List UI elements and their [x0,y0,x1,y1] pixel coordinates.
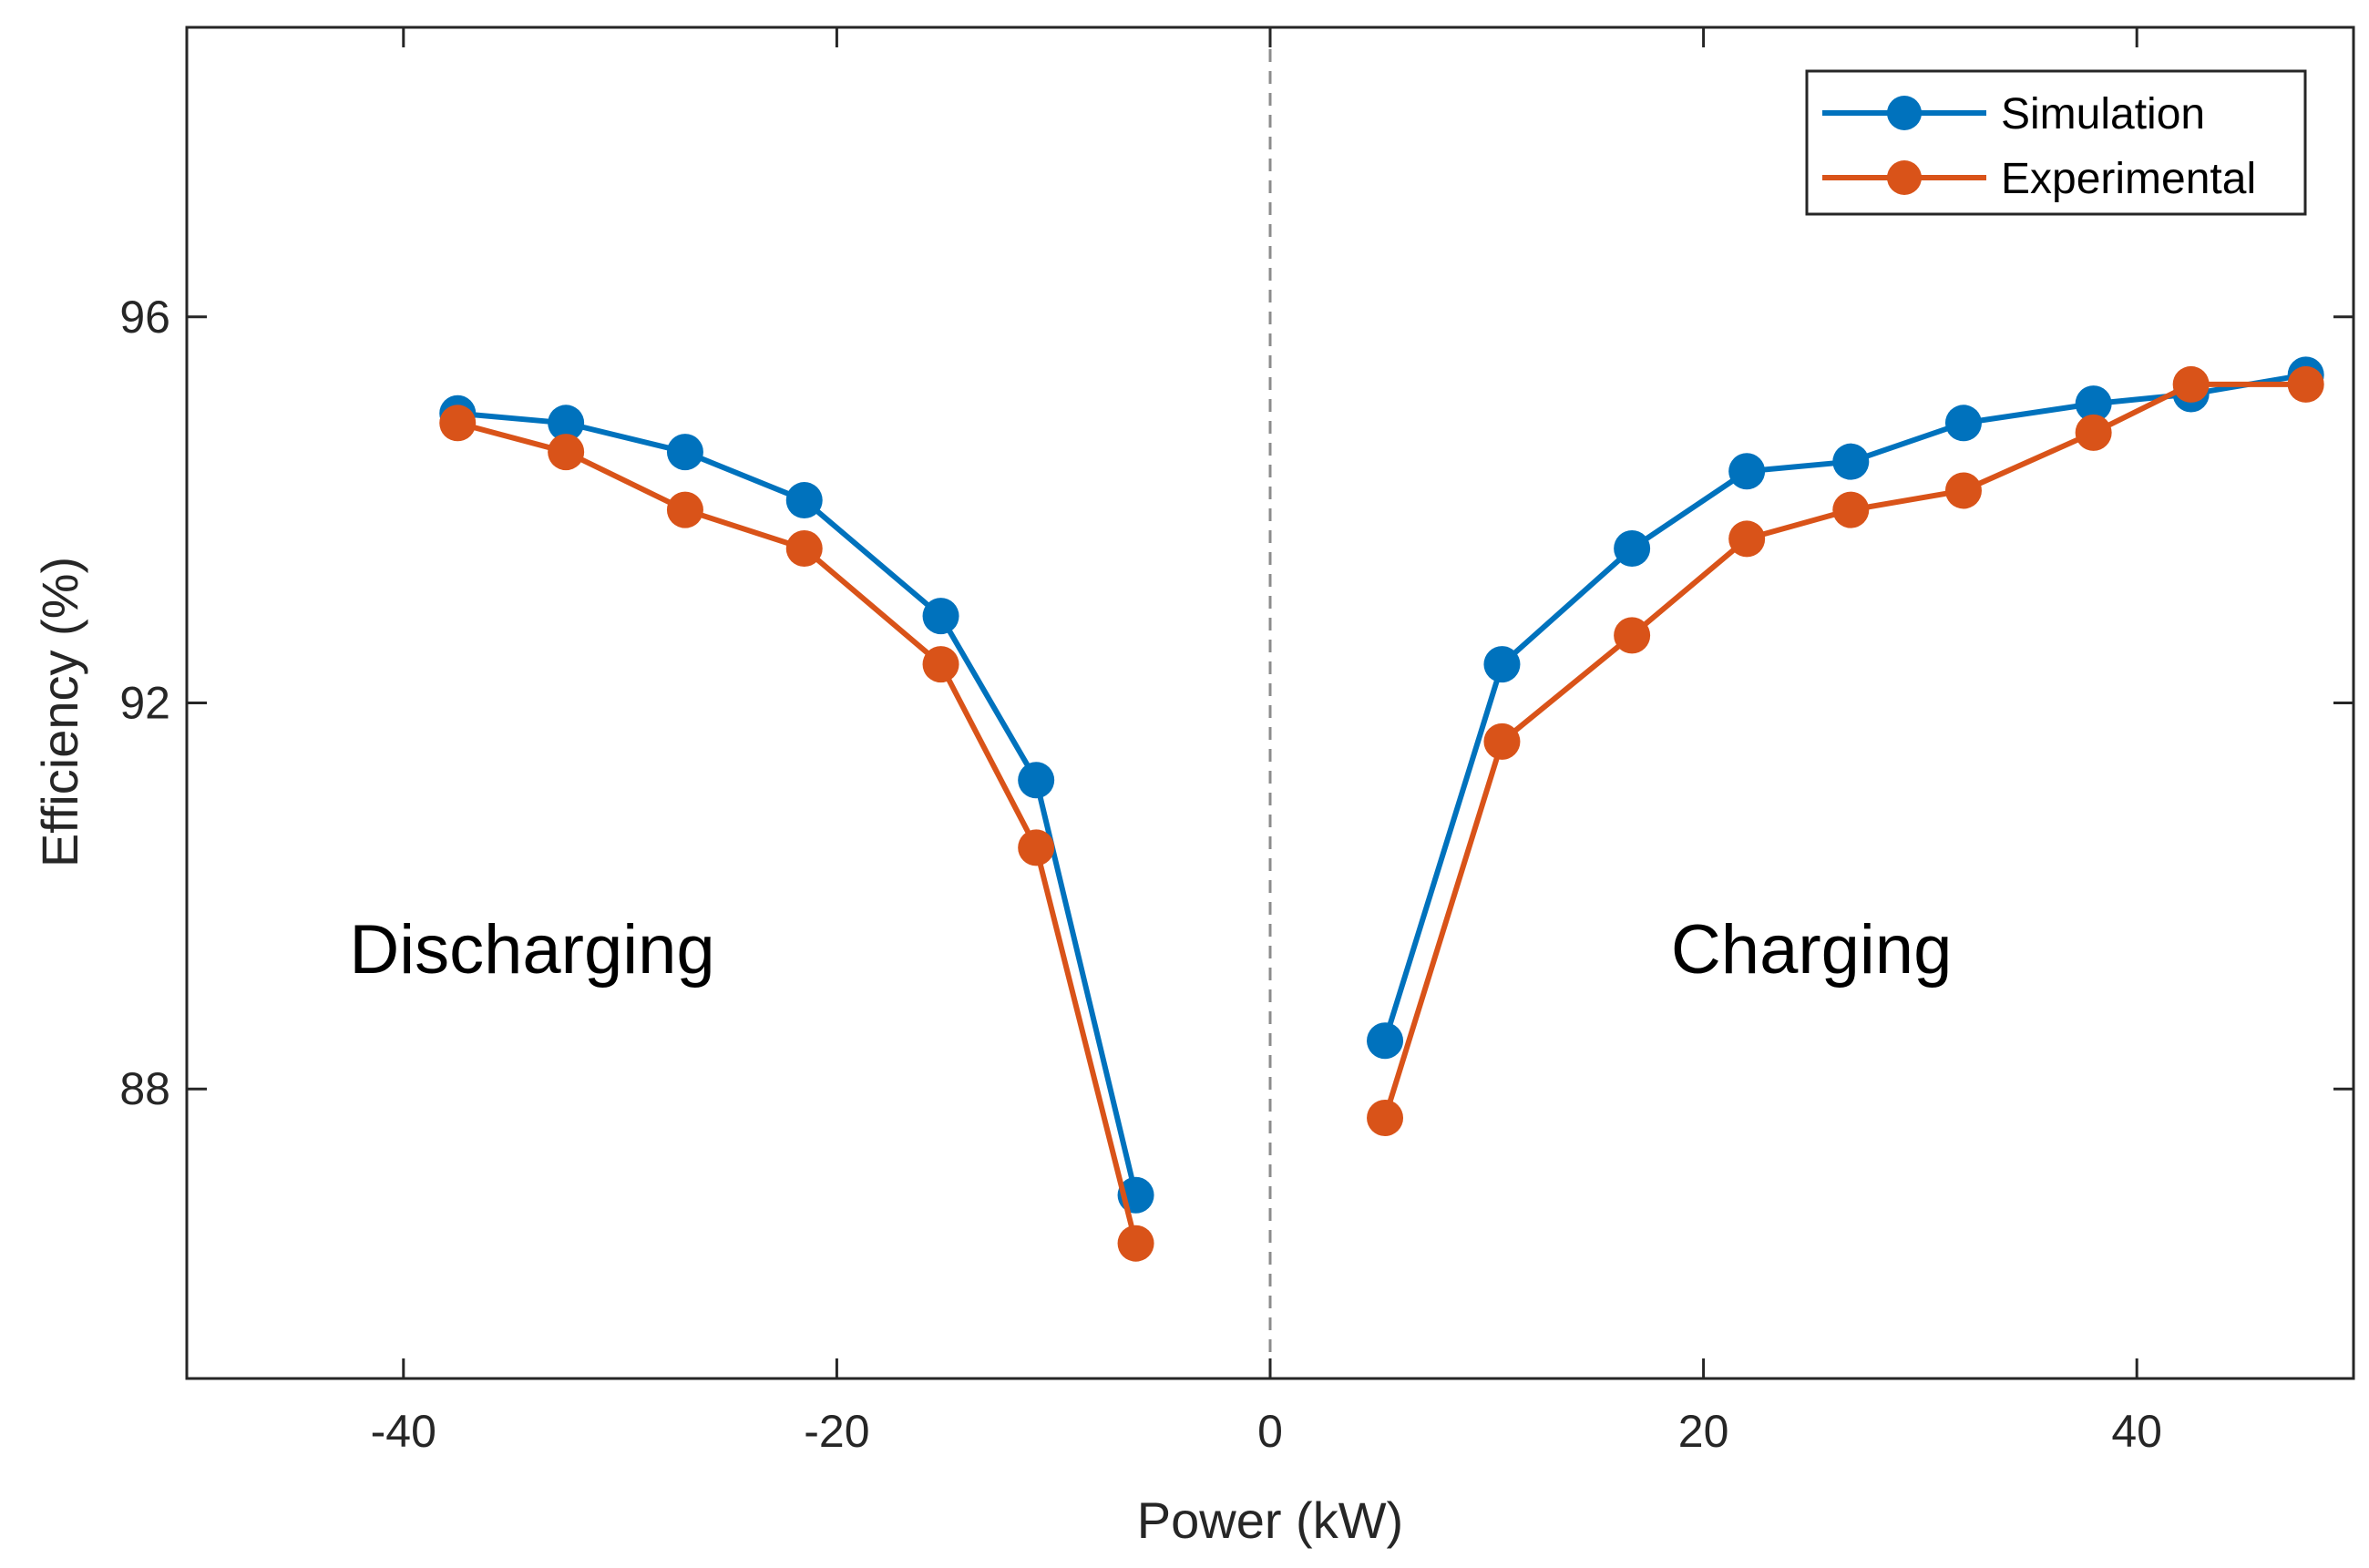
text-layer: Power (kW) Efficiency (%) Discharging Ch… [31,557,1953,1549]
data-point-simulation [1018,762,1055,799]
annotation-charging: Charging [1671,911,1952,989]
data-point-experimental [1832,491,1870,528]
x-axis-title: Power (kW) [1137,1491,1403,1549]
x-tick-label: -40 [371,1406,436,1457]
legend-marker-simulation [1887,96,1922,130]
data-point-experimental [1614,617,1651,654]
y-tick-label: 88 [119,1063,170,1114]
data-point-simulation [1832,443,1870,480]
x-tick-label: 0 [1257,1406,1283,1457]
data-point-experimental [1018,829,1055,866]
data-point-experimental [2075,414,2112,451]
x-tick-label: 40 [2111,1406,2162,1457]
legend-marker-experimental [1887,160,1922,195]
data-point-experimental [439,405,477,442]
data-point-simulation [1367,1022,1404,1060]
data-point-experimental [2287,365,2324,403]
x-tick-label: -20 [804,1406,869,1457]
data-point-experimental [1483,723,1521,760]
data-point-experimental [548,434,585,471]
legend-label-experimental: Experimental [2001,155,2256,203]
data-point-simulation [548,405,585,442]
data-point-experimental [785,530,823,568]
data-point-simulation [922,598,959,635]
data-point-simulation [1614,530,1651,568]
ticks-layer: -40 -20 0 20 40 88 92 96 [119,27,2354,1457]
series-simulation [439,356,2324,1214]
data-point-experimental [1117,1225,1154,1262]
series-experimental [439,365,2324,1262]
data-point-simulation [2075,385,2112,423]
data-point-simulation [1483,646,1521,683]
y-tick-label: 96 [119,292,170,343]
data-point-simulation [1944,405,1982,442]
y-axis-title: Efficiency (%) [31,557,88,867]
data-point-simulation [666,434,703,471]
y-tick-label: 92 [119,678,170,729]
legend-box [1805,69,2307,216]
legend: Simulation Experimental [1805,69,2307,216]
data-point-experimental [922,646,959,683]
data-point-simulation [785,482,823,519]
data-point-experimental [1367,1099,1404,1136]
data-point-experimental [2172,365,2210,403]
annotation-discharging: Discharging [349,911,714,989]
legend-label-simulation: Simulation [2001,90,2205,138]
x-tick-label: 20 [1678,1406,1729,1457]
series-layer [439,356,2324,1262]
data-point-experimental [1944,472,1982,509]
data-point-experimental [1728,520,1766,558]
data-point-simulation [1728,453,1766,490]
data-point-experimental [666,491,703,528]
